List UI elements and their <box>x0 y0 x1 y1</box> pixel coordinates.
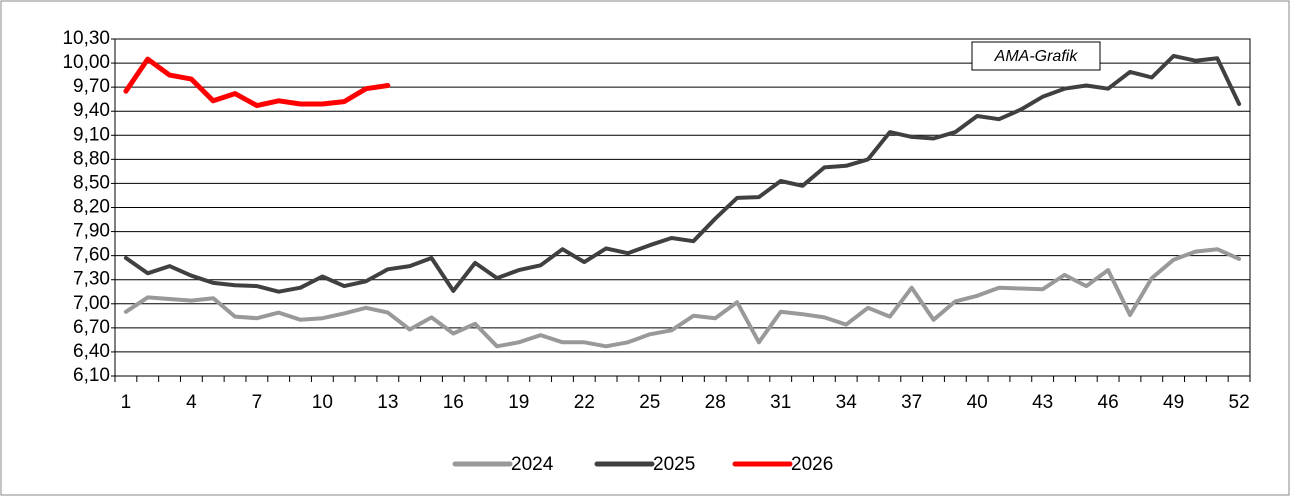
series-line <box>123 56 391 109</box>
x-tick-label: 31 <box>770 392 791 413</box>
legend-label: 2024 <box>511 454 554 475</box>
x-tick-label: 28 <box>705 392 726 413</box>
y-tick-label: 7,90 <box>73 221 110 242</box>
x-tick-label: 7 <box>252 392 263 413</box>
y-tick-label: 10,00 <box>62 52 110 73</box>
x-tick-label: 16 <box>443 392 464 413</box>
annotation-box <box>971 41 1101 71</box>
y-tick-label: 8,20 <box>73 197 110 218</box>
x-tick-label: 4 <box>186 392 197 413</box>
x-tick-label: 46 <box>1098 392 1119 413</box>
x-tick-label: 19 <box>508 392 529 413</box>
legend-label: 2025 <box>653 454 695 475</box>
y-tick-label: 7,60 <box>73 245 110 266</box>
x-tick-label: 1 <box>121 392 132 413</box>
x-tick-label: 22 <box>574 392 595 413</box>
y-tick-label: 7,00 <box>73 293 110 314</box>
y-tick-label: 8,80 <box>73 148 110 169</box>
x-tick-label: 37 <box>901 392 922 413</box>
y-tick-label: 10,30 <box>62 28 110 49</box>
x-tick-label: 49 <box>1163 392 1184 413</box>
x-tick-label: 25 <box>639 392 660 413</box>
series-line <box>123 247 1242 349</box>
x-tick-label: 34 <box>836 392 858 413</box>
y-tick-label: 9,70 <box>73 76 110 97</box>
legend-label: 2026 <box>791 454 833 475</box>
y-tick-label: 6,40 <box>73 341 110 362</box>
x-tick-label: 40 <box>967 392 988 413</box>
y-tick-label: 9,40 <box>73 100 110 121</box>
annotation: AMA-Grafik <box>994 48 1079 65</box>
y-tick-label: 6,70 <box>73 317 110 338</box>
series-line <box>123 53 1242 294</box>
y-tick-label: 6,10 <box>73 365 110 386</box>
y-tick-label: 8,50 <box>73 172 110 193</box>
y-tick-label: 7,30 <box>73 269 110 290</box>
x-tick-label: 13 <box>377 392 398 413</box>
y-tick-label: 9,10 <box>73 124 110 145</box>
x-tick-label: 52 <box>1229 392 1250 413</box>
x-tick-label: 10 <box>312 392 333 413</box>
x-tick-label: 43 <box>1032 392 1053 413</box>
